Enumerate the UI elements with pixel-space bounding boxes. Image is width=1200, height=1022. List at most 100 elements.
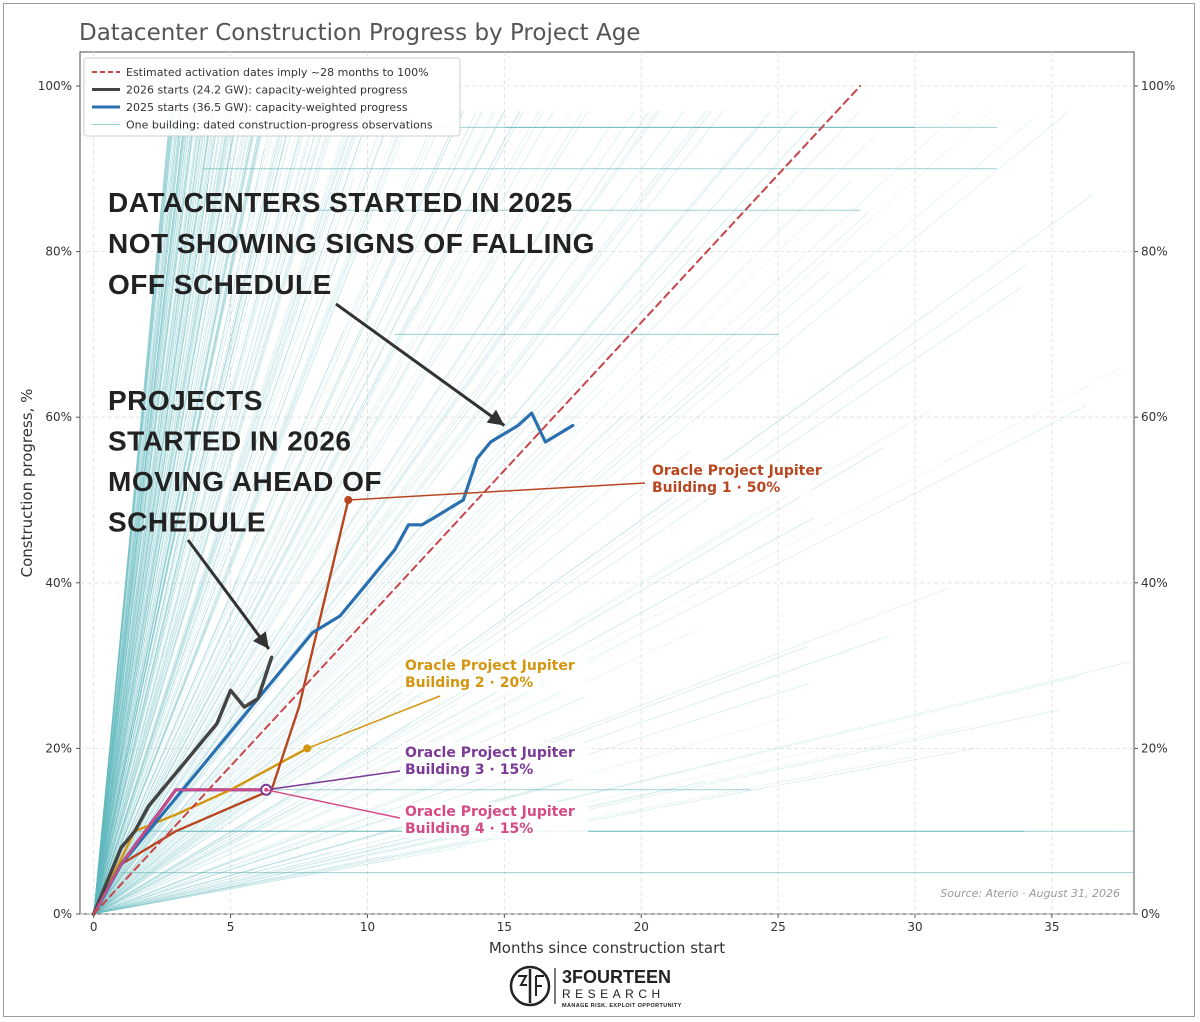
building-line — [93, 110, 276, 915]
building-line — [93, 110, 477, 915]
building-line — [93, 367, 1123, 915]
building-line — [93, 110, 414, 915]
building-line — [93, 683, 809, 915]
building-line — [93, 110, 323, 915]
annotation-headline: STARTED IN 2026 — [108, 426, 352, 457]
building-line — [93, 110, 173, 915]
building-line — [93, 110, 353, 915]
building-line — [93, 110, 506, 915]
building-line — [93, 110, 328, 915]
building-line — [93, 110, 171, 915]
plot-area: 0% 0% 20% 20% 40% 40% 60% 60% 80% 80% 100% 100% 0 5 10… — [18, 51, 1175, 1009]
series-line-estimated-activation-dates-imply-28-mont — [92, 85, 862, 915]
building-line — [93, 181, 852, 915]
building-line — [93, 110, 256, 915]
building-line — [93, 110, 219, 915]
building-line — [93, 110, 461, 915]
building-line — [93, 110, 172, 915]
building-line — [93, 110, 190, 915]
building-line — [93, 110, 309, 915]
building-line — [93, 846, 466, 915]
building-line — [93, 110, 188, 915]
building-line — [93, 110, 258, 915]
building-line — [93, 110, 250, 915]
building-line — [93, 110, 461, 915]
building-line — [93, 110, 183, 915]
building-line — [93, 110, 193, 915]
building-line — [93, 110, 307, 915]
building-line — [93, 110, 231, 915]
building-line — [93, 110, 180, 915]
building-line — [93, 232, 239, 915]
building-line — [93, 875, 283, 915]
callout-marker — [303, 744, 312, 753]
y-tick-label-left: 100% — [38, 79, 72, 93]
building-line — [93, 110, 174, 915]
building-line — [93, 110, 202, 915]
y-tick-label-right: 0% — [1141, 907, 1160, 921]
building-line — [93, 110, 520, 915]
building-line — [93, 333, 224, 915]
y-axis-label: Construction progress, % — [18, 389, 36, 578]
y-tick-label-left: 0% — [53, 907, 72, 921]
building-line — [93, 871, 307, 915]
building-line — [93, 825, 248, 915]
figure-frame — [3, 3, 1195, 1017]
building-line — [93, 679, 278, 915]
chart-title: Datacenter Construction Progress by Proj… — [79, 20, 640, 46]
source-note: Source: Aterio · August 31, 2026 — [940, 887, 1120, 900]
building-line — [93, 110, 194, 915]
building-line — [93, 110, 217, 915]
legend-label: One building: dated construction-progres… — [126, 119, 433, 132]
callout-marker — [344, 496, 353, 504]
building-line — [93, 110, 351, 915]
building-line — [93, 110, 184, 915]
building-line — [93, 110, 174, 915]
building-line — [93, 110, 220, 915]
building-line — [93, 110, 192, 915]
building-line — [93, 110, 213, 915]
building-line — [93, 110, 194, 915]
building-line — [93, 780, 706, 915]
building-line — [93, 232, 258, 915]
building-line — [93, 110, 310, 915]
building-line — [93, 110, 212, 915]
building-line — [93, 211, 869, 915]
building-line — [93, 110, 650, 915]
callout-leader — [348, 482, 646, 501]
building-line — [93, 110, 394, 915]
building-line — [93, 646, 808, 915]
building-line — [93, 110, 173, 915]
building-line — [93, 511, 759, 915]
building-line — [93, 110, 371, 915]
building-line — [93, 110, 483, 915]
building-line — [93, 110, 771, 915]
building-line — [93, 110, 220, 915]
building-line — [93, 110, 227, 915]
building-line — [93, 110, 184, 915]
building-line — [93, 777, 268, 915]
building-line — [93, 110, 253, 915]
building-line — [93, 110, 294, 915]
building-line — [93, 110, 483, 915]
building-line — [93, 110, 306, 915]
building-line — [93, 110, 232, 915]
building-line — [93, 359, 864, 915]
building-line — [93, 110, 339, 915]
building-line — [93, 110, 258, 915]
building-line — [93, 110, 186, 915]
building-line — [93, 110, 227, 915]
building-line — [93, 110, 636, 915]
x-axis-label: Months since construction start — [489, 939, 725, 957]
building-line — [93, 110, 234, 915]
annotation-headline: SCHEDULE — [108, 507, 266, 538]
building-line — [93, 110, 223, 915]
building-line — [93, 110, 184, 915]
building-line — [93, 110, 195, 915]
building-line — [93, 110, 175, 915]
building-line — [93, 110, 182, 915]
callout-background — [402, 743, 588, 779]
building-line — [93, 110, 236, 915]
building-line — [93, 110, 230, 915]
building-line — [93, 110, 439, 915]
